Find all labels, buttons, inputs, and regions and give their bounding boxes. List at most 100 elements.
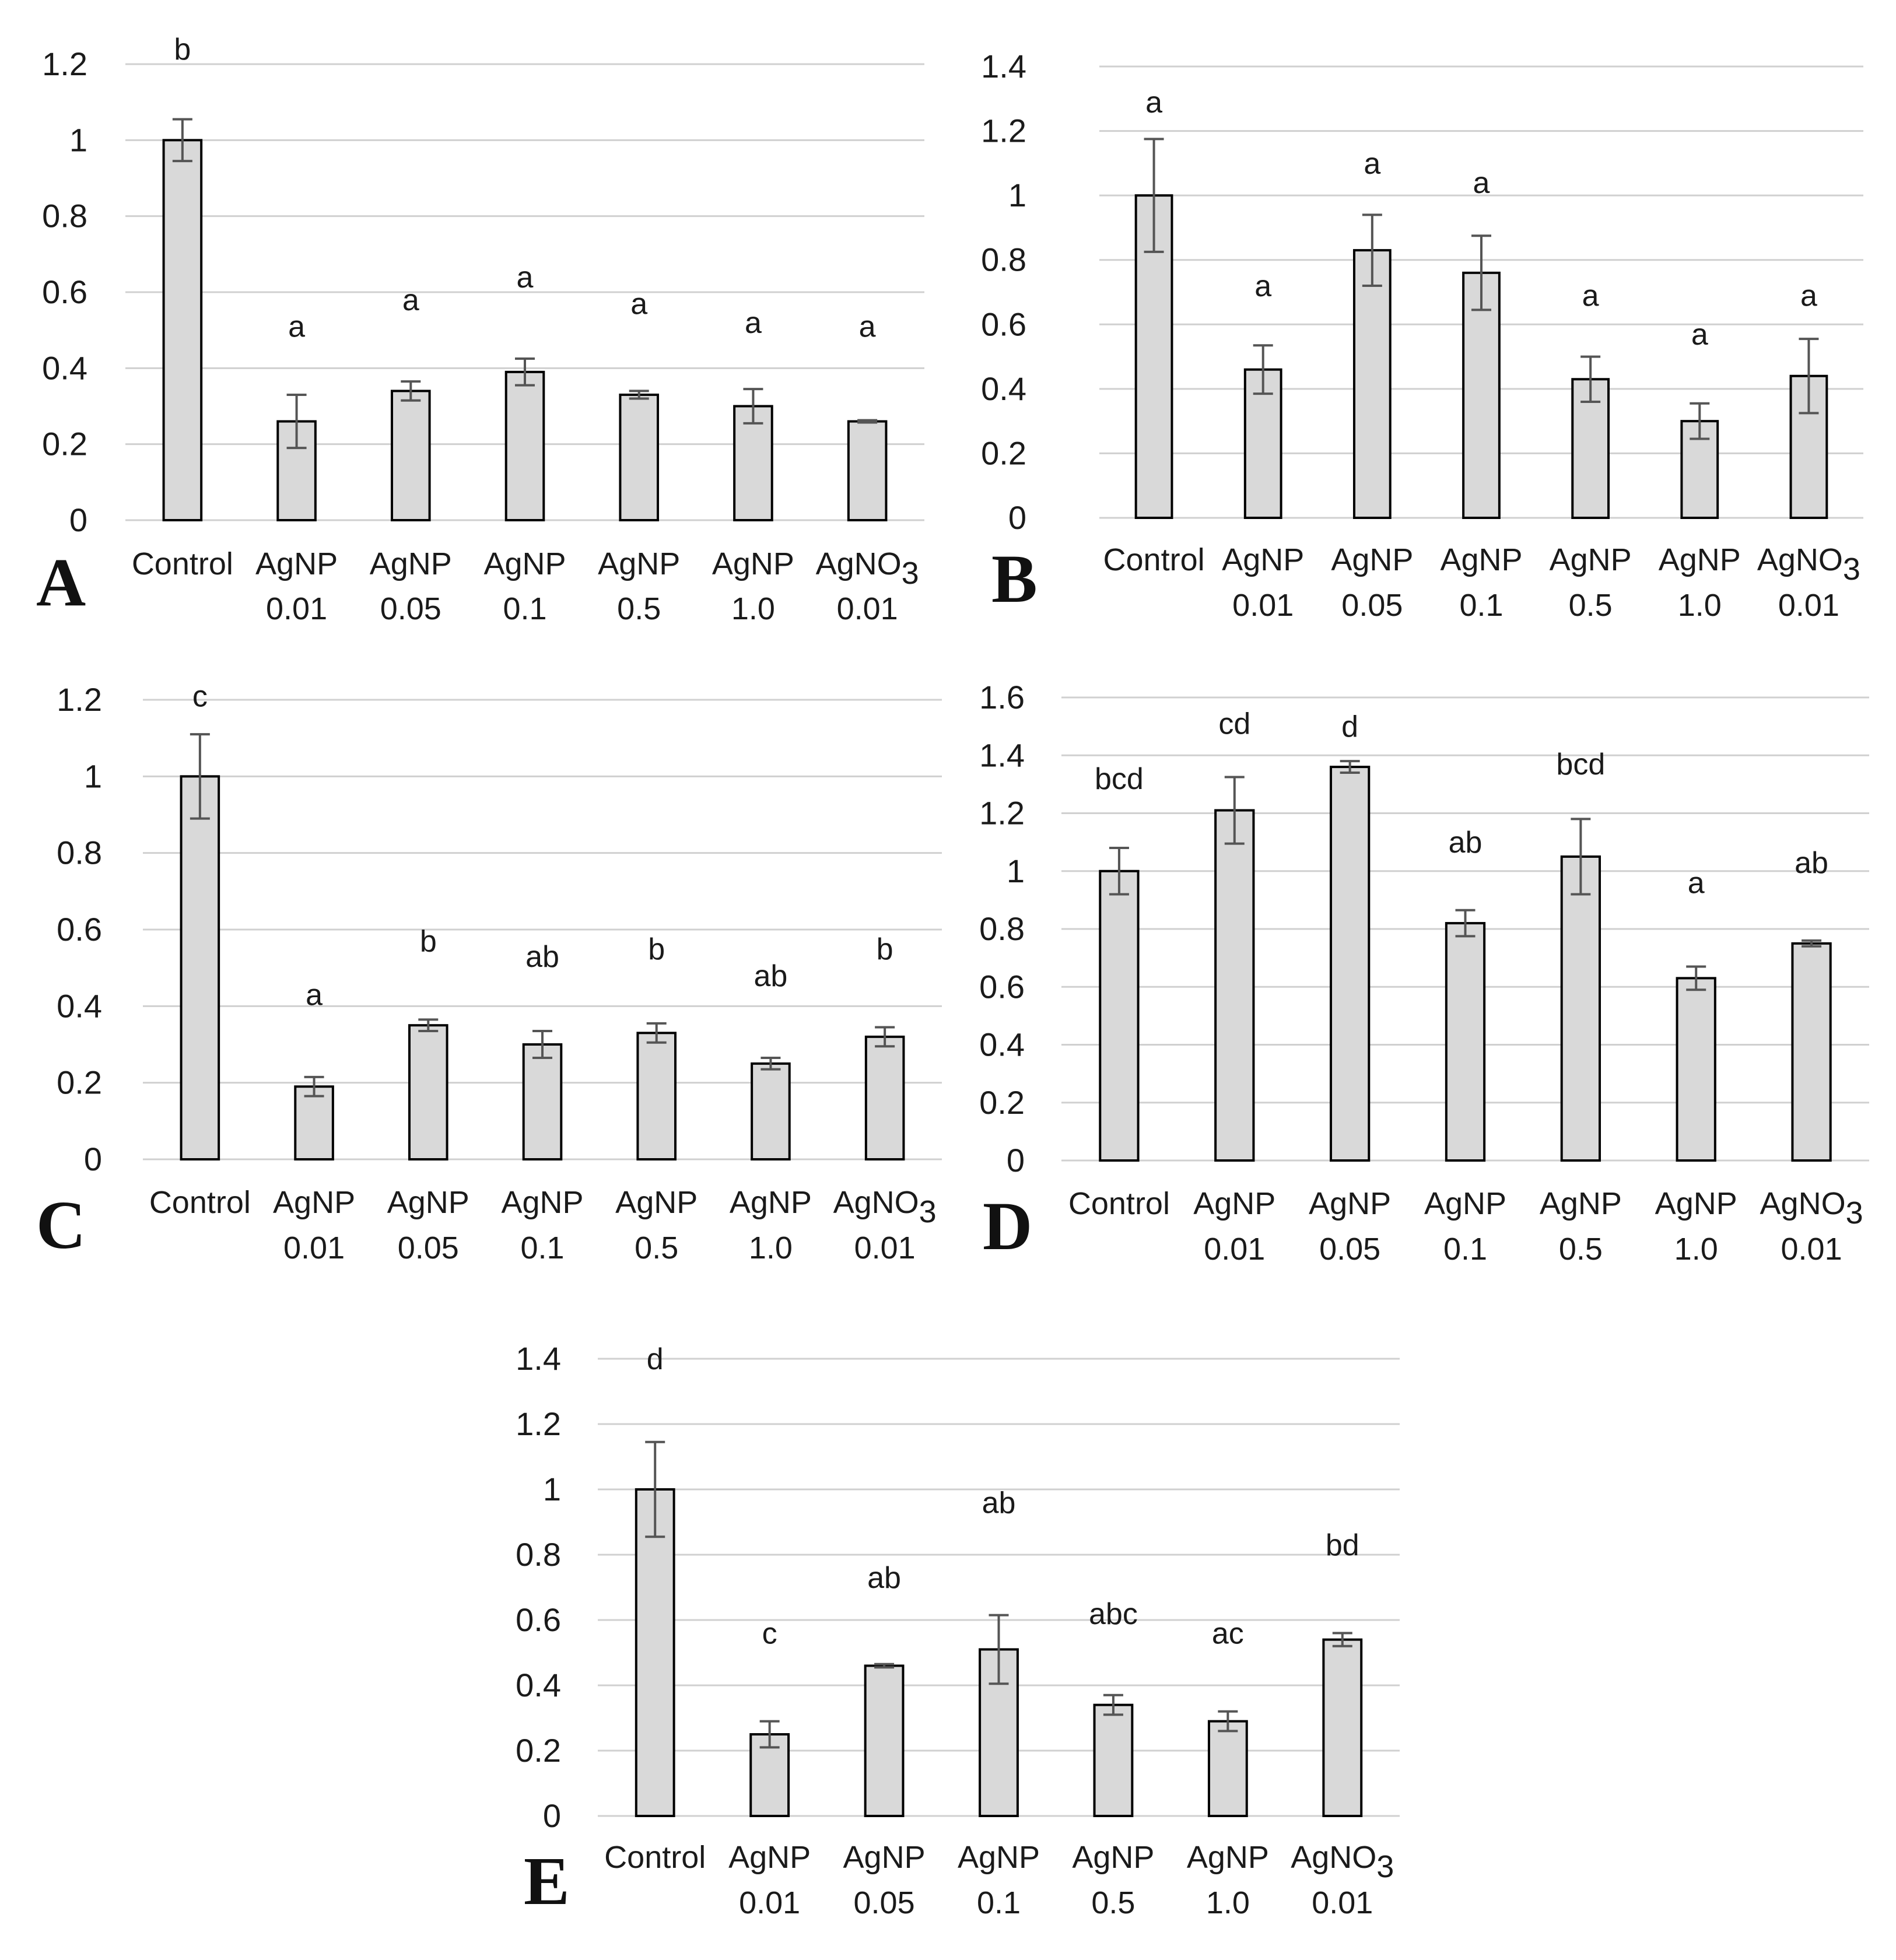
error-bar	[1580, 355, 1601, 403]
y-tick-label: 0.6	[57, 911, 102, 948]
x-tick-sublabel: 0.1	[503, 591, 546, 626]
x-tick-sublabel: 0.5	[617, 591, 661, 626]
x-tick-label: AgNP	[370, 546, 452, 581]
x-tick-label: AgNP	[483, 546, 566, 581]
significance-letter: ab	[1449, 826, 1483, 860]
y-tick-label: 1.2	[979, 795, 1025, 832]
x-tick-label: AgNP	[615, 1185, 698, 1220]
y-tick-label: 0	[1007, 1142, 1025, 1179]
error-bar	[1686, 965, 1706, 991]
x-tick-label: AgNP	[598, 546, 680, 581]
x-tick-sublabel: 0.1	[520, 1230, 564, 1265]
y-tick-label: 0.2	[979, 1084, 1025, 1121]
error-bar	[1144, 138, 1164, 253]
y-tick-label: 0	[1008, 499, 1026, 536]
bar	[162, 139, 203, 522]
x-tick-sublabel: 0.1	[977, 1885, 1021, 1920]
error-bar	[1799, 338, 1819, 415]
significance-letter: a	[1582, 279, 1599, 313]
y-tick-label: 1	[84, 758, 102, 794]
y-tick-label: 1	[1007, 853, 1025, 889]
bar	[1093, 1703, 1134, 1818]
significance-letter: d	[647, 1342, 664, 1376]
panel-label: B	[991, 541, 1038, 617]
y-tick-label: 0.2	[57, 1064, 102, 1101]
x-tick-sublabel: 0.5	[635, 1230, 678, 1265]
error-bar	[629, 390, 649, 400]
x-tick-label: AgNP	[1222, 542, 1304, 577]
y-tick-label: 0.6	[979, 968, 1025, 1005]
bar	[1207, 1720, 1248, 1818]
bar	[1676, 977, 1716, 1162]
y-tick-label: 0.4	[979, 1026, 1025, 1063]
bar	[1214, 809, 1255, 1162]
bar	[408, 1024, 448, 1160]
x-tick-sublabel: 1.0	[749, 1230, 793, 1265]
significance-letter: abc	[1089, 1597, 1138, 1631]
significance-letter: a	[517, 261, 534, 294]
significance-letter: a	[1145, 86, 1162, 120]
x-tick-sublabel: 1.0	[1674, 1232, 1718, 1267]
y-tick-label: 0	[84, 1141, 102, 1177]
y-tick-label: 1.2	[516, 1405, 561, 1442]
x-tick-sublabel: 0.5	[1091, 1885, 1135, 1920]
x-tick-label: AgNP	[1440, 542, 1522, 577]
x-tick-label: AgNP	[730, 1185, 812, 1220]
x-tick-label: Control	[149, 1185, 251, 1220]
x-tick-label: Control	[604, 1840, 706, 1875]
bar	[864, 1664, 905, 1817]
y-tick-label: 1.4	[981, 48, 1026, 85]
bar	[1329, 766, 1371, 1162]
significance-letter: a	[402, 283, 419, 317]
x-tick-sublabel: 0.01	[1232, 588, 1294, 623]
x-tick-label: AgNP	[255, 546, 338, 581]
x-tick-label: AgNP	[501, 1185, 583, 1220]
error-bar	[172, 118, 192, 163]
panel-label: A	[36, 544, 86, 620]
y-tick-label: 0	[69, 502, 87, 538]
error-bar	[760, 1056, 781, 1071]
x-tick-sublabel: 0.01	[283, 1230, 345, 1265]
panel-b: 0 0.2 0.4 0.6 0.8 1 1.2 1.4 a Control a AgNP 0.01 a Ag…	[981, 48, 1863, 623]
x-tick-label: AgNO3	[1760, 1186, 1863, 1230]
error-bar	[401, 380, 421, 402]
significance-letter: a	[1254, 269, 1271, 303]
significance-letter: b	[174, 33, 191, 66]
x-tick-label: AgNP	[387, 1185, 469, 1220]
error-bar	[857, 419, 878, 424]
y-tick-label: 0.8	[981, 241, 1026, 278]
x-tick-label: AgNP	[1424, 1186, 1506, 1221]
y-tick-label: 0.4	[42, 349, 87, 386]
y-tick-label: 0.8	[979, 910, 1025, 947]
x-tick-label: AgNP	[843, 1840, 926, 1875]
bar	[1560, 855, 1601, 1162]
bar	[619, 393, 660, 522]
error-bar	[304, 1075, 324, 1098]
x-tick-sublabel: 0.1	[1443, 1232, 1487, 1267]
error-bar	[1218, 1710, 1238, 1733]
error-bar	[515, 357, 535, 387]
x-tick-label: AgNP	[273, 1185, 355, 1220]
x-tick-sublabel: 1.0	[1678, 588, 1722, 623]
x-tick-sublabel: 0.01	[1312, 1885, 1373, 1920]
significance-letter: b	[877, 932, 893, 966]
x-tick-label: AgNP	[1659, 542, 1741, 577]
significance-letter: a	[1473, 166, 1490, 200]
x-tick-label: AgNP	[1655, 1186, 1737, 1221]
x-tick-sublabel: 0.01	[1781, 1232, 1842, 1267]
x-tick-label: AgNP	[1187, 1840, 1269, 1875]
x-tick-label: AgNO3	[1757, 542, 1860, 587]
error-bar	[418, 1018, 439, 1033]
x-tick-sublabel: 0.05	[1319, 1232, 1380, 1267]
error-bar	[645, 1440, 665, 1538]
panel-label: D	[983, 1188, 1032, 1264]
significance-letter: c	[762, 1617, 777, 1650]
x-tick-sublabel: 1.0	[731, 591, 775, 626]
significance-letter: ab	[754, 959, 788, 993]
x-tick-label: AgNP	[1072, 1840, 1154, 1875]
panel-label: C	[36, 1187, 86, 1263]
error-bar	[1224, 776, 1245, 845]
bar	[1462, 271, 1501, 519]
bar	[294, 1085, 334, 1160]
significance-letter: ab	[867, 1561, 901, 1595]
